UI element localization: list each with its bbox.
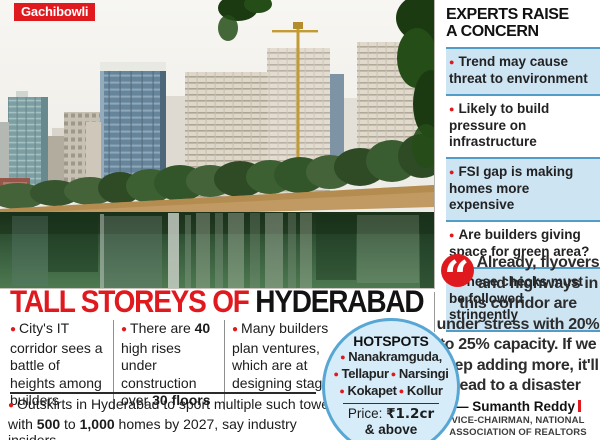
hotspots-price: Price: ₹1.2cr & above	[347, 406, 435, 437]
hotspot-place: Kokapet	[339, 383, 398, 398]
sidebar-title-line1: EXPERTS RAISE	[446, 6, 569, 23]
concern-item: These checks must be followed stringentl…	[446, 267, 600, 332]
concern-text: Likely to build pressure on infrastructu…	[449, 101, 549, 149]
bullet-icon: ●	[232, 324, 239, 335]
cityscape-photo: Gachibowli	[0, 0, 435, 289]
quote-icon	[441, 252, 474, 304]
sidebar-title-line2: A CONCERN	[446, 23, 539, 40]
fact-column-1: ● City's IT corridor sees a battle of hei…	[10, 320, 103, 408]
quote-text: Already, flyovers and highways in this c…	[436, 252, 600, 397]
hotspot-place: Kollur	[399, 383, 443, 398]
hotspot-place: Narsingi	[391, 366, 449, 381]
location-badge: Gachibowli	[14, 3, 96, 21]
hotspots-divider	[343, 403, 439, 404]
cityscape-illustration	[0, 0, 434, 288]
expert-quote: Already, flyovers and highways in this c…	[436, 252, 600, 439]
page-title: TALL STOREYS OF HYDERABAD	[10, 284, 425, 320]
quote-author: — Sumanth Reddy	[436, 399, 600, 414]
red-bar-icon	[578, 399, 581, 412]
sidebar-title: EXPERTS RAISE A CONCERN	[446, 6, 600, 40]
fact-column-3: ● Many builders plan ventures, which are …	[224, 320, 343, 410]
bullet-icon: ●	[8, 400, 15, 411]
vertical-divider	[434, 292, 435, 332]
bullet-icon: ●	[10, 324, 17, 335]
concern-text: Are builders giving space for green area…	[449, 227, 589, 259]
concern-text: Trend may cause threat to environment	[449, 54, 588, 86]
page-title-red: TALL STOREYS OF	[10, 284, 256, 319]
fact-columns: ● City's IT corridor sees a battle of hei…	[8, 320, 343, 410]
hotspot-place: Nanakramguda,	[340, 349, 442, 364]
hotspots-title: HOTSPOTS	[353, 333, 429, 349]
concern-item: FSI gap is making homes more expensive	[446, 157, 600, 220]
footnote: ● Outskirts in Hyderabad to sport multipl…	[8, 396, 341, 440]
hotspots-line: TellapurNarsingi	[325, 366, 457, 383]
page-title-black: HYDERABAD	[255, 284, 424, 319]
hotspots-line: Nanakramguda,	[325, 349, 457, 366]
hotspots-circle: HOTSPOTS Nanakramguda, TellapurNarsingi …	[322, 318, 460, 440]
fact-column-2: ● There are 40 high rises under construct…	[113, 320, 224, 410]
price-value: ₹1.2cr	[386, 406, 435, 422]
bullet-icon: ●	[121, 324, 128, 335]
concern-item: Trend may cause threat to environment	[446, 47, 600, 94]
experts-sidebar: EXPERTS RAISE A CONCERN Trend may cause …	[446, 6, 600, 332]
price-suffix: & above	[364, 422, 418, 437]
hotspots-line: KokapetKollur	[325, 383, 457, 400]
concern-item: Likely to build pressure on infrastructu…	[446, 94, 600, 157]
horizontal-rule	[10, 392, 316, 394]
concern-text: FSI gap is making homes more expensive	[449, 164, 573, 212]
foliage	[218, 0, 434, 168]
quote-author-role: VICE-CHAIRMAN, NATIONAL ASSOCIATION OF R…	[449, 414, 587, 438]
quote-body: Already, flyovers and highways in this c…	[436, 254, 600, 394]
concern-item: Are builders giving space for green area…	[446, 220, 600, 267]
hotspot-place: Tellapur	[333, 366, 390, 381]
